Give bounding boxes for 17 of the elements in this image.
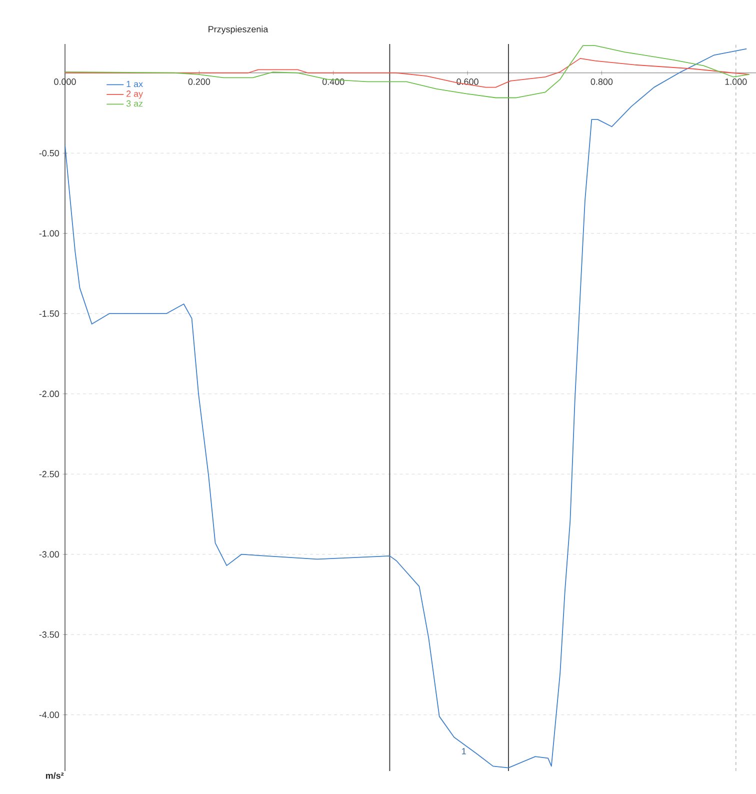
legend-label: 1 ax [126,80,143,88]
x-tick-label: 0.800 [590,78,613,85]
chart-title: Przyspieszenia [208,26,268,34]
y-axis-title: m/s² [46,772,64,779]
annotation: 1 [462,748,466,754]
y-tick-label: -2.50 [39,470,60,478]
x-tick-label: 0.200 [188,78,210,85]
y-tick-label: -1.50 [39,310,60,317]
y-tick-label: -3.00 [39,551,60,558]
y-tick-label: -4.00 [39,712,60,718]
y-tick-label: -1.00 [39,230,60,237]
y-tick-label: -0.50 [39,150,60,156]
legend-label: 3 az [126,100,143,107]
legend-label: 2 ay [126,90,144,99]
y-tick-label: -3.50 [39,631,60,638]
y-tick-label: -2.00 [39,390,60,398]
x-tick-label: 1.000 [725,78,747,85]
